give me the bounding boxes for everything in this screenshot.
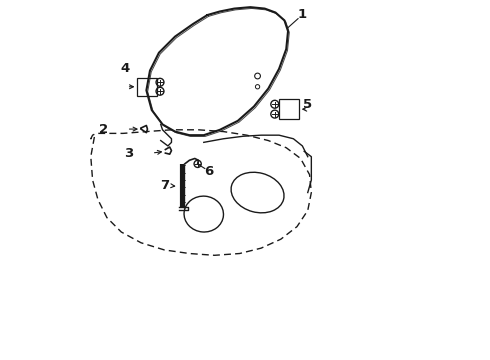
Bar bbox=[137, 78, 157, 96]
Text: 6: 6 bbox=[204, 165, 214, 177]
Text: 1: 1 bbox=[298, 8, 307, 21]
Text: 3: 3 bbox=[124, 147, 133, 159]
Text: 4: 4 bbox=[120, 62, 129, 75]
Text: 5: 5 bbox=[303, 98, 312, 111]
Bar bbox=[279, 99, 299, 119]
Text: 7: 7 bbox=[160, 179, 169, 192]
Text: 2: 2 bbox=[99, 122, 108, 136]
